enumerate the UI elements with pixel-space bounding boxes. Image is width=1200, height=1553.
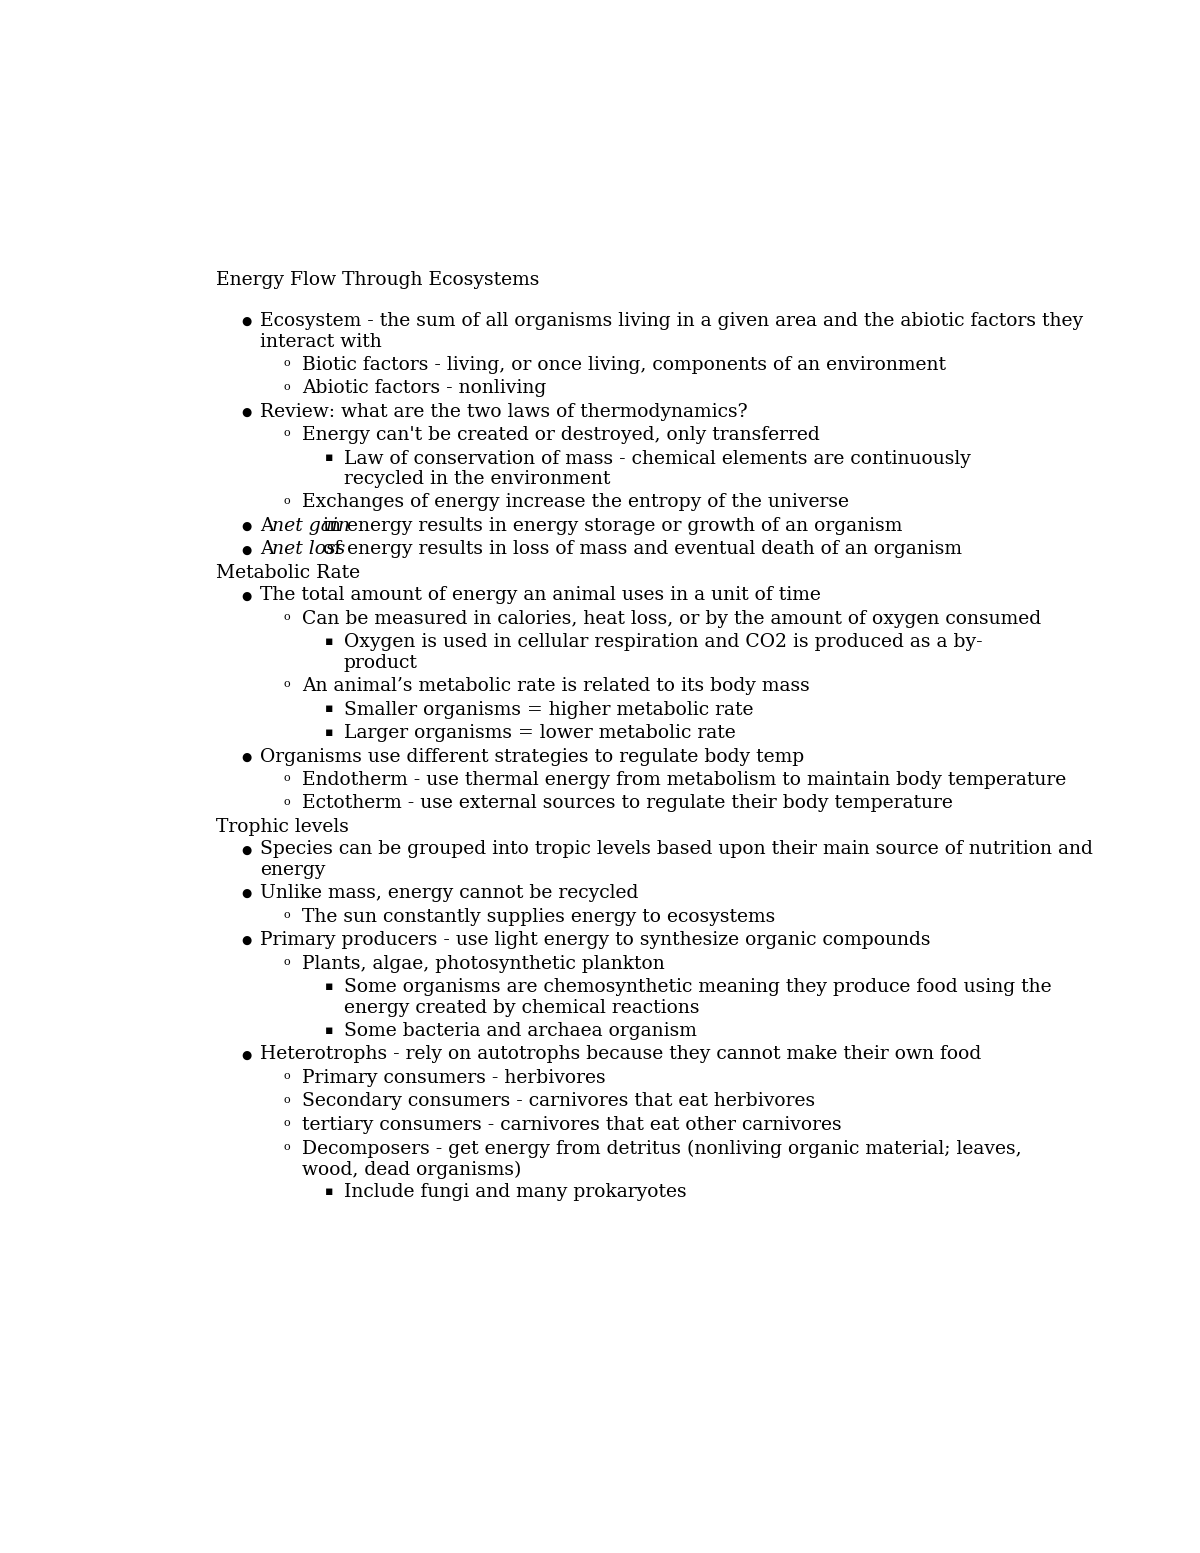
Text: ▪: ▪	[325, 1023, 334, 1036]
Text: Decomposers - get energy from detritus (nonliving organic material; leaves,
wood: Decomposers - get energy from detritus (…	[302, 1140, 1021, 1179]
Text: Some organisms are chemosynthetic meaning they produce food using the
energy cre: Some organisms are chemosynthetic meanin…	[343, 978, 1051, 1017]
Text: net gain: net gain	[272, 517, 350, 534]
Text: ▪: ▪	[325, 702, 334, 714]
Text: o: o	[283, 612, 290, 623]
Text: Primary producers - use light energy to synthesize organic compounds: Primary producers - use light energy to …	[260, 932, 930, 949]
Text: ●: ●	[241, 405, 252, 419]
Text: o: o	[283, 773, 290, 783]
Text: Trophic levels: Trophic levels	[216, 818, 349, 836]
Text: o: o	[283, 1141, 290, 1152]
Text: Include fungi and many prokaryotes: Include fungi and many prokaryotes	[343, 1183, 686, 1200]
Text: A: A	[260, 540, 280, 559]
Text: o: o	[283, 1072, 290, 1081]
Text: ●: ●	[241, 750, 252, 764]
Text: Energy Flow Through Ecosystems: Energy Flow Through Ecosystems	[216, 272, 539, 289]
Text: Review: what are the two laws of thermodynamics?: Review: what are the two laws of thermod…	[260, 402, 748, 421]
Text: Metabolic Rate: Metabolic Rate	[216, 564, 360, 582]
Text: ●: ●	[241, 1048, 252, 1062]
Text: Abiotic factors - nonliving: Abiotic factors - nonliving	[302, 379, 546, 398]
Text: o: o	[283, 382, 290, 391]
Text: o: o	[283, 1095, 290, 1104]
Text: o: o	[283, 679, 290, 690]
Text: Biotic factors - living, or once living, components of an environment: Biotic factors - living, or once living,…	[302, 356, 946, 374]
Text: o: o	[283, 1118, 290, 1127]
Text: Energy can't be created or destroyed, only transferred: Energy can't be created or destroyed, on…	[302, 426, 820, 444]
Text: o: o	[283, 957, 290, 968]
Text: Unlike mass, energy cannot be recycled: Unlike mass, energy cannot be recycled	[260, 884, 638, 902]
Text: o: o	[283, 359, 290, 368]
Text: in energy results in energy storage or growth of an organism: in energy results in energy storage or g…	[317, 517, 902, 534]
Text: Ecosystem - the sum of all organisms living in a given area and the abiotic fact: Ecosystem - the sum of all organisms liv…	[260, 312, 1084, 351]
Text: Oxygen is used in cellular respiration and CO2 is produced as a by-
product: Oxygen is used in cellular respiration a…	[343, 634, 983, 672]
Text: ●: ●	[241, 887, 252, 901]
Text: Secondary consumers - carnivores that eat herbivores: Secondary consumers - carnivores that ea…	[302, 1092, 815, 1110]
Text: ●: ●	[241, 315, 252, 328]
Text: Endotherm - use thermal energy from metabolism to maintain body temperature: Endotherm - use thermal energy from meta…	[302, 770, 1066, 789]
Text: Some bacteria and archaea organism: Some bacteria and archaea organism	[343, 1022, 697, 1041]
Text: o: o	[283, 797, 290, 806]
Text: Heterotrophs - rely on autotrophs because they cannot make their own food: Heterotrophs - rely on autotrophs becaus…	[260, 1045, 982, 1064]
Text: ●: ●	[241, 590, 252, 603]
Text: Organisms use different strategies to regulate body temp: Organisms use different strategies to re…	[260, 747, 804, 766]
Text: ●: ●	[241, 520, 252, 533]
Text: tertiary consumers - carnivores that eat other carnivores: tertiary consumers - carnivores that eat…	[302, 1115, 841, 1134]
Text: Exchanges of energy increase the entropy of the universe: Exchanges of energy increase the entropy…	[302, 494, 848, 511]
Text: Species can be grouped into tropic levels based upon their main source of nutrit: Species can be grouped into tropic level…	[260, 840, 1093, 879]
Text: ▪: ▪	[325, 635, 334, 648]
Text: ▪: ▪	[325, 725, 334, 739]
Text: o: o	[283, 495, 290, 506]
Text: The sun constantly supplies energy to ecosystems: The sun constantly supplies energy to ec…	[302, 907, 775, 926]
Text: A: A	[260, 517, 280, 534]
Text: ●: ●	[241, 544, 252, 556]
Text: The total amount of energy an animal uses in a unit of time: The total amount of energy an animal use…	[260, 587, 821, 604]
Text: ●: ●	[241, 843, 252, 856]
Text: Ectotherm - use external sources to regulate their body temperature: Ectotherm - use external sources to regu…	[302, 795, 953, 812]
Text: ●: ●	[241, 935, 252, 947]
Text: of energy results in loss of mass and eventual death of an organism: of energy results in loss of mass and ev…	[317, 540, 961, 559]
Text: Law of conservation of mass - chemical elements are continuously
recycled in the: Law of conservation of mass - chemical e…	[343, 450, 971, 488]
Text: ▪: ▪	[325, 980, 334, 992]
Text: Larger organisms = lower metabolic rate: Larger organisms = lower metabolic rate	[343, 724, 736, 742]
Text: ▪: ▪	[325, 450, 334, 464]
Text: Smaller organisms = higher metabolic rate: Smaller organisms = higher metabolic rat…	[343, 700, 754, 719]
Text: An animal’s metabolic rate is related to its body mass: An animal’s metabolic rate is related to…	[302, 677, 810, 696]
Text: o: o	[283, 429, 290, 438]
Text: Plants, algae, photosynthetic plankton: Plants, algae, photosynthetic plankton	[302, 955, 665, 972]
Text: net loss: net loss	[272, 540, 346, 559]
Text: o: o	[283, 910, 290, 919]
Text: ▪: ▪	[325, 1185, 334, 1197]
Text: Primary consumers - herbivores: Primary consumers - herbivores	[302, 1068, 606, 1087]
Text: Can be measured in calories, heat loss, or by the amount of oxygen consumed: Can be measured in calories, heat loss, …	[302, 610, 1042, 627]
